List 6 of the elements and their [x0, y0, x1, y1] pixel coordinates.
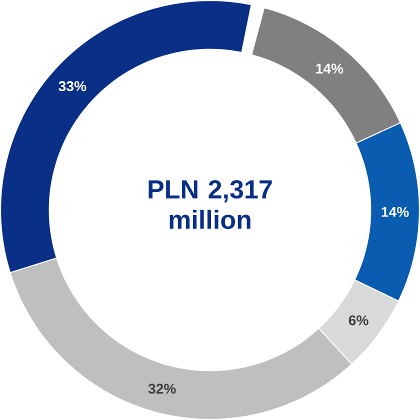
data-label: 6% — [348, 315, 368, 326]
data-label: 33% — [58, 81, 86, 92]
data-label: 14% — [382, 206, 409, 217]
data-label: 32% — [148, 384, 176, 394]
text: PLN 2,317 million — [148, 180, 272, 229]
data-label: 14% — [316, 64, 344, 74]
